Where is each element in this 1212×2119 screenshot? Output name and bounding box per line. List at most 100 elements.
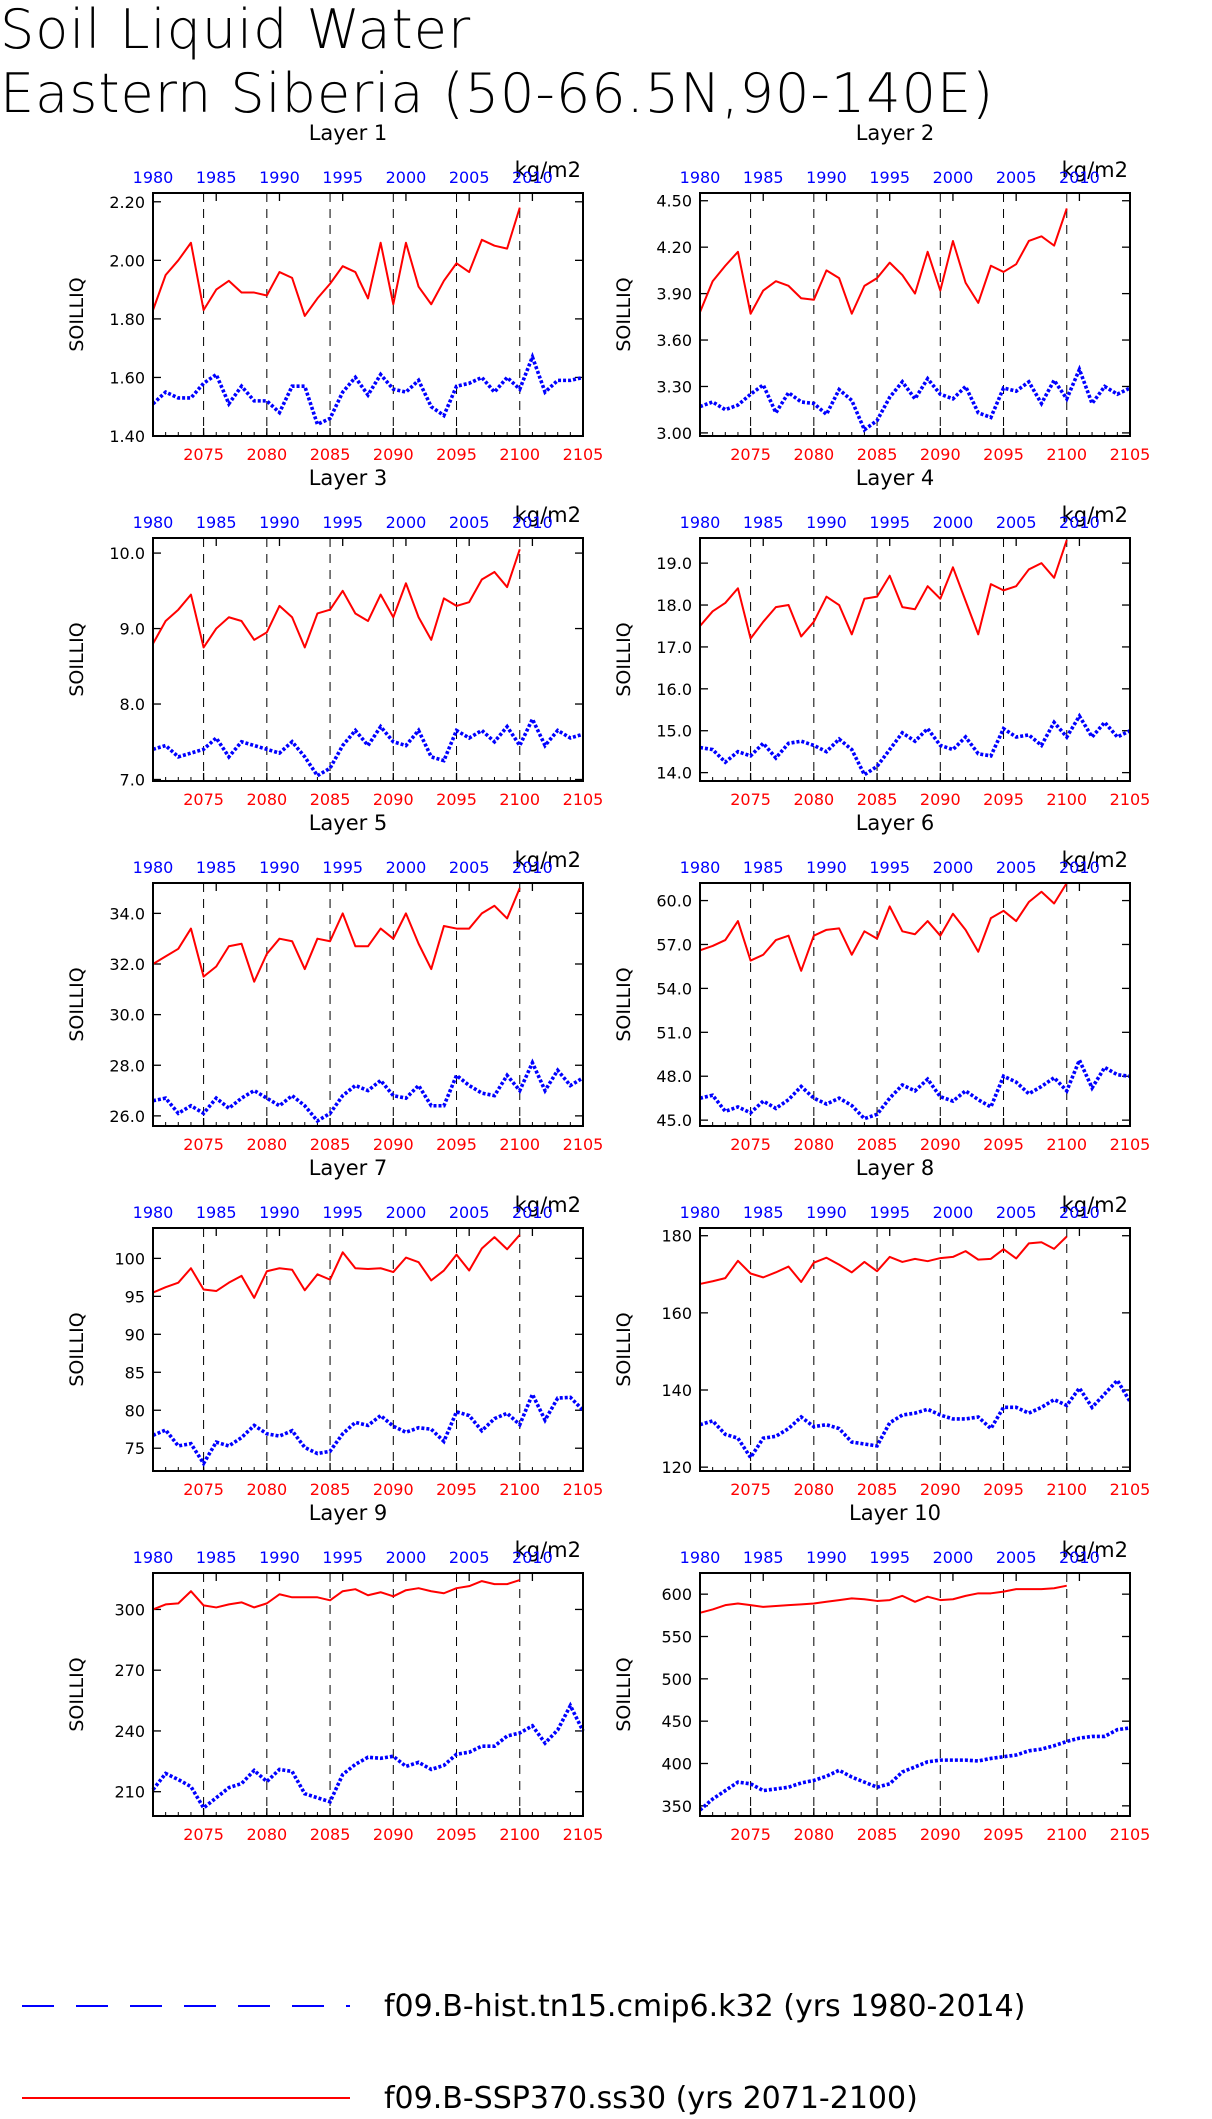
plot-frame: [699, 537, 1131, 782]
x-tick-label-ssp: 2095: [436, 1135, 477, 1154]
x-tick-label-ssp: 2075: [730, 1135, 771, 1154]
series-line-ssp370: [699, 539, 1068, 640]
y-tick-label: 550: [661, 1628, 692, 1647]
plot-frame: [699, 1227, 1131, 1472]
y-tick-label: 120: [661, 1458, 692, 1477]
x-tick-label-ssp: 2105: [1110, 1480, 1151, 1499]
x-tick-label-hist: 2000: [933, 1203, 974, 1222]
series-line-ssp370: [699, 882, 1068, 972]
y-tick-label: 3.60: [656, 331, 692, 350]
series-line-hist: [152, 1058, 584, 1124]
x-tick-label-ssp: 2085: [857, 1825, 898, 1844]
y-tick-label: 18.0: [656, 596, 692, 615]
x-tick-label-ssp: 2075: [730, 790, 771, 809]
y-tick-label: 3.00: [656, 424, 692, 443]
series-line-ssp370: [152, 207, 521, 317]
x-tick-label-hist: 2005: [449, 1203, 490, 1222]
x-tick-label-hist: 1990: [259, 1203, 300, 1222]
x-tick-label-ssp: 2080: [246, 790, 287, 809]
x-tick-label-ssp: 2090: [920, 445, 961, 464]
x-tick-label-hist: 1980: [133, 513, 174, 532]
x-tick-label-hist: 1990: [259, 858, 300, 877]
x-tick-label-ssp: 2105: [1110, 445, 1151, 464]
x-tick-label-ssp: 2105: [1110, 790, 1151, 809]
x-tick-label-hist: 2000: [933, 168, 974, 187]
panel-layer-6: Layer 6 kg/m2 SOILLIQ 2075 2080 2085 2090 2095 2…: [613, 811, 1150, 1154]
x-tick-label-hist: 2005: [996, 1548, 1037, 1567]
panel-layer-4: Layer 4 kg/m2 SOILLIQ 2075 2080 2085 2090 2095 2…: [613, 466, 1150, 809]
units-label: kg/m2: [1062, 1193, 1128, 1217]
x-tick-label-hist: 1980: [680, 1203, 721, 1222]
x-tick-label-hist: 2005: [996, 168, 1037, 187]
y-axis-label: SOILLIQ: [66, 1312, 88, 1386]
panel-title: Layer 7: [309, 1156, 388, 1180]
x-tick-label-ssp: 2090: [920, 1825, 961, 1844]
panel-layer-8: Layer 8 kg/m2 SOILLIQ 2075 2080 2085 2090 2095 2…: [613, 1156, 1150, 1499]
x-tick-label-ssp: 2100: [499, 790, 540, 809]
x-tick-label-hist: 1990: [806, 1203, 847, 1222]
y-tick-label: 210: [114, 1783, 145, 1802]
series-line-hist: [699, 1055, 1131, 1121]
x-tick-label-ssp: 2095: [983, 1135, 1024, 1154]
x-tick-label-ssp: 2085: [857, 790, 898, 809]
x-tick-label-hist: 2000: [933, 513, 974, 532]
y-tick-label: 95: [125, 1287, 145, 1306]
y-axis-label: SOILLIQ: [66, 967, 88, 1041]
x-tick-label-hist: 2010: [512, 1548, 553, 1567]
x-tick-label-hist: 1985: [196, 1548, 237, 1567]
series-line-hist: [698, 1726, 1131, 1812]
x-tick-label-hist: 2010: [512, 1203, 553, 1222]
y-tick-label: 270: [114, 1661, 145, 1680]
x-tick-label-hist: 1990: [259, 168, 300, 187]
legend-hist-label: f09.B-hist.tn15.cmip6.k32 (yrs 1980-2014…: [384, 1989, 1025, 2024]
x-tick-label-ssp: 2095: [436, 790, 477, 809]
x-tick-label-hist: 1985: [196, 168, 237, 187]
x-tick-label-ssp: 2090: [373, 790, 414, 809]
y-axis-label: SOILLIQ: [66, 622, 88, 696]
units-label: kg/m2: [1062, 503, 1128, 527]
x-tick-label-ssp: 2085: [310, 445, 351, 464]
units-label: kg/m2: [515, 1538, 581, 1562]
y-axis-label: SOILLIQ: [66, 277, 88, 351]
y-tick-label: 51.0: [656, 1023, 692, 1042]
x-tick-label-hist: 2010: [512, 168, 553, 187]
series-line-hist: [699, 712, 1131, 778]
x-tick-label-ssp: 2095: [983, 790, 1024, 809]
panel-layer-2: Layer 2 kg/m2 SOILLIQ 2075 2080 2085 2090 2095 2…: [613, 121, 1150, 464]
x-tick-label-hist: 2010: [1059, 1548, 1100, 1567]
y-tick-label: 45.0: [656, 1111, 692, 1130]
panel-title: Layer 3: [309, 466, 388, 490]
x-tick-label-hist: 1980: [133, 1548, 174, 1567]
y-tick-label: 140: [661, 1381, 692, 1400]
y-tick-label: 57.0: [656, 935, 692, 954]
figure-title-line-2: Eastern Siberia (50-66.5N,90-140E): [0, 62, 994, 125]
x-tick-label-hist: 1990: [806, 1548, 847, 1567]
x-tick-label-ssp: 2100: [1046, 1825, 1087, 1844]
x-tick-label-hist: 1980: [680, 168, 721, 187]
x-tick-label-hist: 1985: [743, 858, 784, 877]
panel-title: Layer 6: [856, 811, 935, 835]
units-label: kg/m2: [515, 158, 581, 182]
x-tick-label-hist: 1995: [322, 858, 363, 877]
y-tick-label: 1.80: [109, 310, 145, 329]
panel-layer-5: Layer 5 kg/m2 SOILLIQ 2075 2080 2085 2090 2095 2…: [66, 811, 603, 1154]
y-tick-label: 2.00: [109, 251, 145, 270]
figure-title-line-1: Soil Liquid Water: [0, 0, 471, 61]
units-label: kg/m2: [1062, 158, 1128, 182]
series-line-hist: [152, 714, 584, 779]
panel-layer-9: Layer 9 kg/m2 SOILLIQ 2075 2080 2085 2090 2095 2…: [66, 1501, 603, 1844]
plot-frame: [699, 882, 1131, 1127]
x-tick-label-ssp: 2105: [563, 1135, 604, 1154]
legend-ssp-label: f09.B-SSP370.ss30 (yrs 2071-2100): [384, 2081, 918, 2116]
x-tick-label-hist: 1995: [322, 1203, 363, 1222]
y-tick-label: 1.60: [109, 368, 145, 387]
y-tick-label: 8.0: [120, 695, 145, 714]
x-tick-label-ssp: 2075: [183, 1135, 224, 1154]
x-tick-label-ssp: 2075: [730, 1480, 771, 1499]
x-tick-label-ssp: 2085: [310, 1825, 351, 1844]
y-tick-label: 60.0: [656, 892, 692, 911]
x-tick-label-hist: 1990: [806, 513, 847, 532]
y-tick-label: 10.0: [109, 544, 145, 563]
x-tick-label-ssp: 2100: [1046, 790, 1087, 809]
x-tick-label-ssp: 2095: [436, 1825, 477, 1844]
